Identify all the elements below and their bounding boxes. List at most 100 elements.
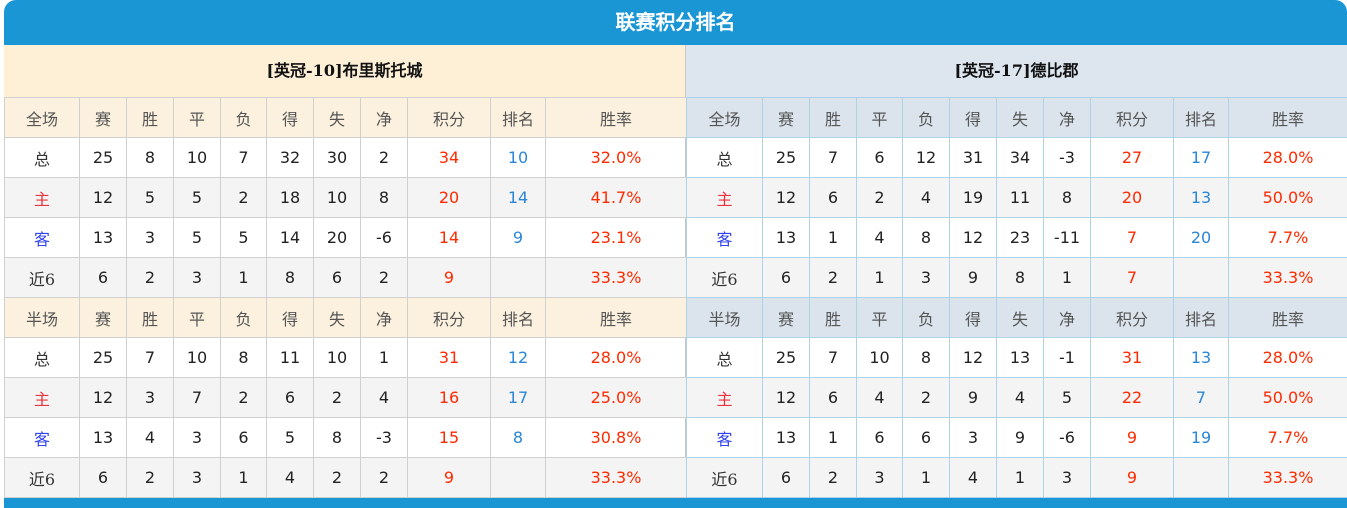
cell-label: 近6 xyxy=(686,457,763,498)
column-header-goals-against: 失 xyxy=(313,97,361,138)
cell-played: 13 xyxy=(762,417,810,458)
cell-goals-for: 3 xyxy=(949,417,997,458)
cell-won: 2 xyxy=(126,257,174,298)
cell-goal-diff: 2 xyxy=(360,257,408,298)
cell-rank: 17 xyxy=(1173,137,1229,178)
cell-points: 22 xyxy=(1090,377,1174,418)
column-header-won: 胜 xyxy=(809,297,857,338)
cell-won: 2 xyxy=(809,257,857,298)
column-header-goal-diff: 净 xyxy=(1043,97,1091,138)
cell-lost: 7 xyxy=(220,137,267,178)
cell-drawn: 3 xyxy=(173,257,221,298)
cell-points: 31 xyxy=(1090,337,1174,378)
cell-rank xyxy=(490,257,546,298)
cell-goal-diff: 1 xyxy=(1043,257,1091,298)
cell-goal-diff: 8 xyxy=(360,177,408,218)
cell-goal-diff: -6 xyxy=(1043,417,1091,458)
cell-win-rate: 32.0% xyxy=(545,137,687,178)
cell-played: 12 xyxy=(79,377,127,418)
cell-lost: 1 xyxy=(902,457,950,498)
column-header-win-rate: 胜率 xyxy=(545,97,687,138)
column-header-drawn: 平 xyxy=(173,97,221,138)
cell-label: 总 xyxy=(4,337,80,378)
cell-played: 25 xyxy=(762,137,810,178)
cell-drawn: 4 xyxy=(856,217,903,258)
cell-drawn: 2 xyxy=(856,177,903,218)
cell-rank: 14 xyxy=(490,177,546,218)
cell-label: 主 xyxy=(4,377,80,418)
cell-label: 总 xyxy=(686,337,763,378)
cell-goal-diff: -3 xyxy=(360,417,408,458)
column-header-goal-diff: 净 xyxy=(360,297,408,338)
cell-goals-against: 2 xyxy=(313,457,361,498)
cell-win-rate: 7.7% xyxy=(1228,417,1347,458)
cell-lost: 2 xyxy=(902,377,950,418)
cell-goals-against: 2 xyxy=(313,377,361,418)
table-row: 总 25 7 10 8 12 13 -1 31 13 28.0% xyxy=(686,337,1347,378)
cell-played: 13 xyxy=(762,217,810,258)
cell-label: 客 xyxy=(686,417,763,458)
team-name: [英冠-17]德比郡 xyxy=(686,45,1347,97)
cell-rank: 17 xyxy=(490,377,546,418)
cell-goal-diff: -6 xyxy=(360,217,408,258)
cell-goals-against: 13 xyxy=(996,337,1044,378)
column-header-rank: 排名 xyxy=(490,97,546,138)
cell-label: 客 xyxy=(686,217,763,258)
cell-win-rate: 50.0% xyxy=(1228,177,1347,218)
column-header-rank: 排名 xyxy=(1173,297,1229,338)
cell-goals-for: 8 xyxy=(266,257,314,298)
column-header-points: 积分 xyxy=(1090,97,1174,138)
column-header-rank: 排名 xyxy=(1173,97,1229,138)
cell-goals-against: 1 xyxy=(996,457,1044,498)
column-header-label: 半场 xyxy=(4,297,80,338)
table-row: 总 25 8 10 7 32 30 2 34 10 32.0% xyxy=(4,137,687,178)
cell-label: 近6 xyxy=(4,457,80,498)
cell-points: 9 xyxy=(1090,417,1174,458)
cell-points: 31 xyxy=(407,337,491,378)
cell-won: 7 xyxy=(809,137,857,178)
cell-goals-for: 4 xyxy=(266,457,314,498)
cell-lost: 4 xyxy=(902,177,950,218)
cell-goal-diff: -11 xyxy=(1043,217,1091,258)
cell-rank xyxy=(490,457,546,498)
cell-goals-for: 14 xyxy=(266,217,314,258)
cell-drawn: 3 xyxy=(173,457,221,498)
cell-played: 13 xyxy=(79,417,127,458)
team-name: [英冠-10]布里斯托城 xyxy=(4,45,685,97)
column-header-played: 赛 xyxy=(762,297,810,338)
cell-goals-for: 32 xyxy=(266,137,314,178)
cell-rank: 12 xyxy=(490,337,546,378)
cell-rank: 20 xyxy=(1173,217,1229,258)
cell-goals-against: 4 xyxy=(996,377,1044,418)
column-header-drawn: 平 xyxy=(856,97,903,138)
cell-won: 8 xyxy=(126,137,174,178)
cell-goals-for: 6 xyxy=(266,377,314,418)
cell-goal-diff: 5 xyxy=(1043,377,1091,418)
cell-won: 2 xyxy=(126,457,174,498)
column-header-goal-diff: 净 xyxy=(360,97,408,138)
cell-win-rate: 23.1% xyxy=(545,217,687,258)
cell-won: 2 xyxy=(809,457,857,498)
column-header-label: 全场 xyxy=(686,97,763,138)
cell-goals-against: 10 xyxy=(313,337,361,378)
cell-rank: 7 xyxy=(1173,377,1229,418)
cell-played: 13 xyxy=(79,217,127,258)
cell-rank: 10 xyxy=(490,137,546,178)
column-header-goals-against: 失 xyxy=(996,297,1044,338)
cell-win-rate: 33.3% xyxy=(1228,457,1347,498)
cell-rank xyxy=(1173,257,1229,298)
widget-title: 联赛积分排名 xyxy=(615,10,736,34)
column-header-goals-for: 得 xyxy=(949,297,997,338)
cell-won: 7 xyxy=(126,337,174,378)
away-team-panel: [英冠-17]德比郡 全场赛胜平负得失净积分 排名 胜率总 25 7 6 12 31 34 -3 2… xyxy=(686,45,1347,498)
cell-goals-against: 10 xyxy=(313,177,361,218)
column-header-win-rate: 胜率 xyxy=(1228,297,1347,338)
cell-win-rate: 25.0% xyxy=(545,377,687,418)
full-header-row: 全场赛胜平负得失净积分 排名 胜率 xyxy=(4,97,687,138)
standings-table: 全场赛胜平负得失净积分 排名 胜率总 25 7 6 12 31 34 -3 27 17 28.0% 主 12… xyxy=(686,97,1347,498)
cell-goals-for: 12 xyxy=(949,217,997,258)
cell-points: 34 xyxy=(407,137,491,178)
cell-points: 20 xyxy=(407,177,491,218)
column-header-goal-diff: 净 xyxy=(1043,297,1091,338)
cell-label: 总 xyxy=(686,137,763,178)
